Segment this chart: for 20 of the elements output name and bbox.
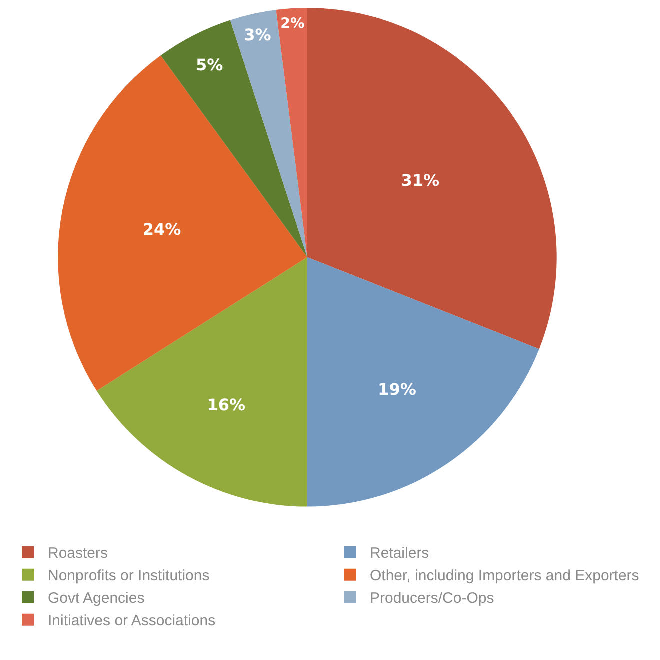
data-label: 16%	[207, 395, 246, 414]
legend-label: Roasters	[48, 545, 108, 562]
pie-slice	[307, 257, 540, 507]
legend-label: Producers/Co-Ops	[370, 590, 494, 608]
legend-label: Initiatives or Associations	[48, 612, 216, 630]
pie-slice	[307, 8, 557, 350]
pie-slice	[276, 8, 308, 258]
legend-label: Nonprofits or Institutions	[48, 568, 210, 585]
legend-label: Govt Agencies	[48, 590, 145, 608]
data-label: 5%	[196, 56, 224, 75]
data-label: 31%	[401, 171, 440, 190]
data-label: 19%	[378, 380, 416, 399]
data-label: 3%	[244, 25, 272, 44]
legend-label: Other, including Importers and Exporters	[370, 568, 640, 585]
data-label: 24%	[142, 220, 182, 240]
data-label: 2%	[280, 16, 305, 32]
pie-slice	[58, 56, 308, 392]
pie-slice	[230, 10, 308, 258]
pie-slice	[96, 257, 308, 507]
legend-label: Retailers	[370, 545, 430, 562]
